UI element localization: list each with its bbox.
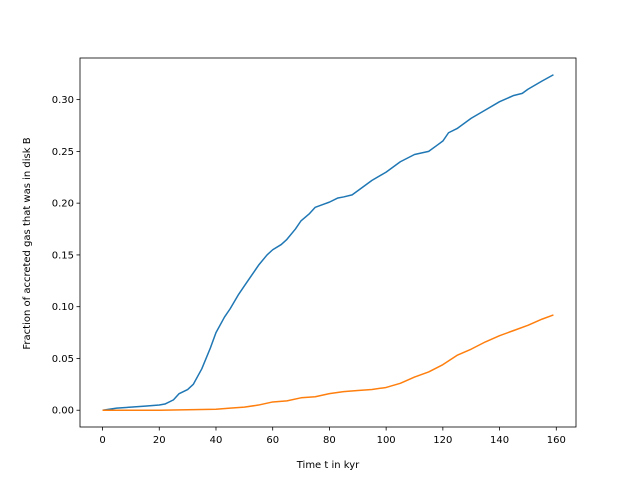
x-tick-label: 80: [323, 435, 336, 446]
line-series: [102, 314, 554, 411]
x-tick-label: 60: [266, 435, 279, 446]
x-tick-label: 0: [99, 435, 105, 446]
y-tick-label: 0.10: [52, 302, 74, 313]
x-tick-label: 140: [490, 435, 509, 446]
x-tick-label: 160: [547, 435, 566, 446]
x-tick-label: 40: [210, 435, 223, 446]
axes-frame: [79, 57, 577, 428]
y-axis-label: Fraction of accreted gas that was in dis…: [22, 137, 33, 349]
x-tick-label: 20: [153, 435, 166, 446]
x-axis-label: Time t in kyr: [296, 460, 360, 471]
x-tick-label: 100: [377, 435, 396, 446]
y-tick-label: 0.05: [52, 354, 74, 365]
y-tick-label: 0.30: [52, 95, 74, 106]
y-tick-label: 0.00: [52, 406, 74, 417]
x-tick-label: 120: [433, 435, 452, 446]
y-tick-label: 0.20: [52, 199, 74, 210]
y-tick-label: 0.25: [52, 147, 74, 158]
y-tick-label: 0.15: [52, 250, 74, 261]
line-series: [102, 74, 554, 411]
